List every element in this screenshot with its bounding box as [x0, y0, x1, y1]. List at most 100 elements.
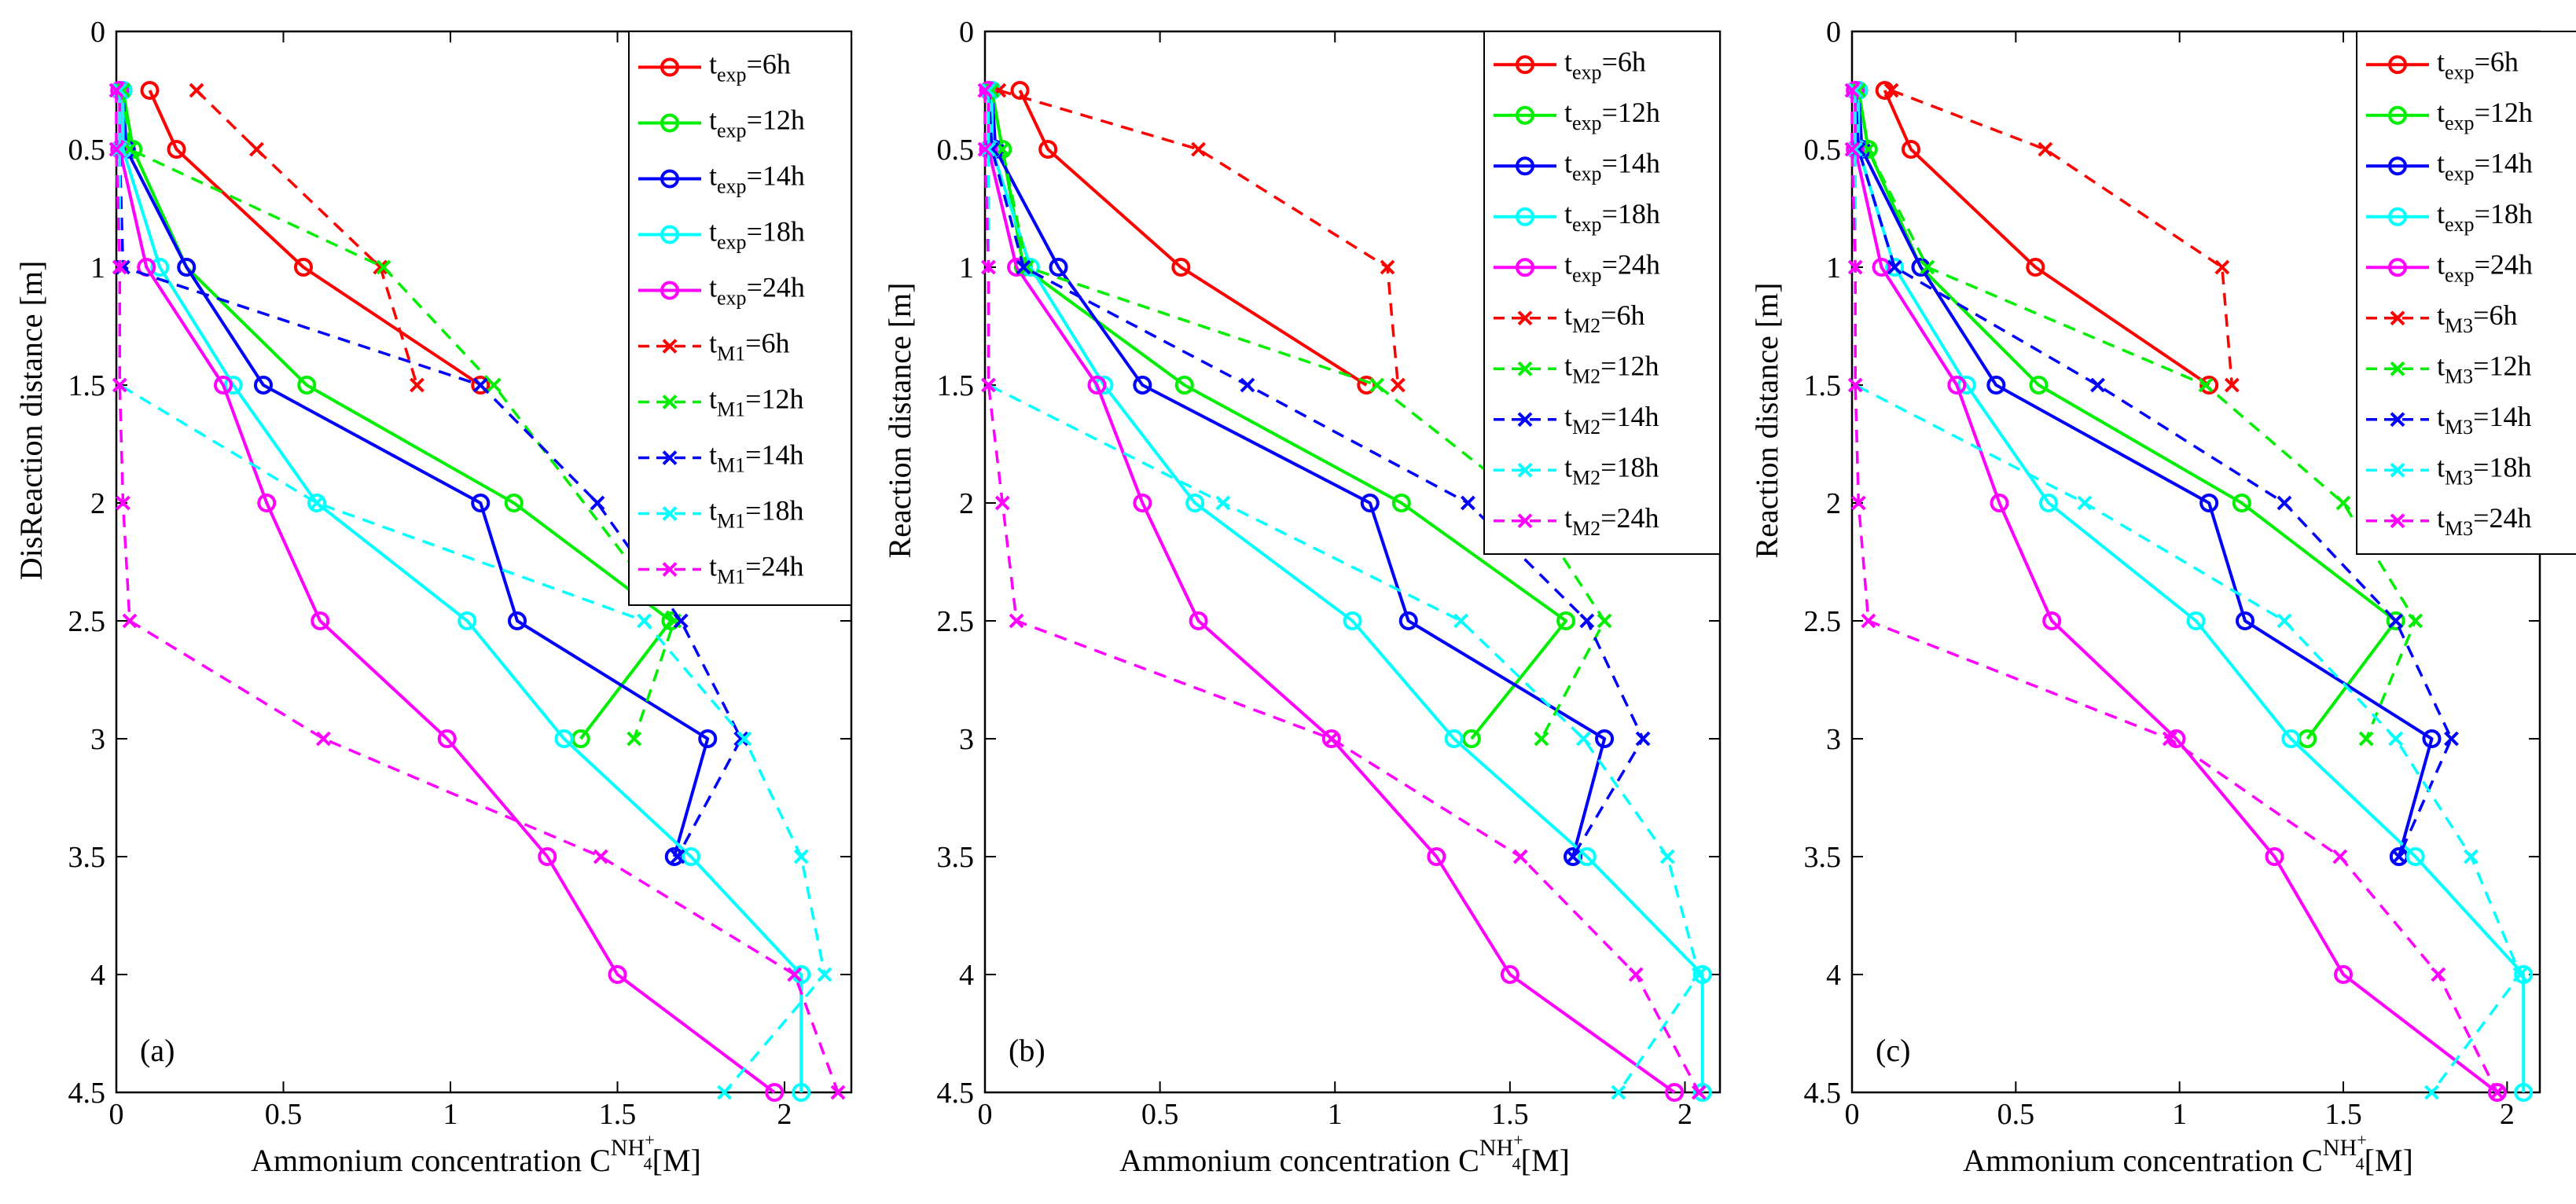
legend-item: tM3=24h [2366, 502, 2531, 540]
data-point [1038, 140, 1058, 159]
plot-area [1850, 30, 2541, 1094]
data-point [1691, 967, 1707, 982]
legend-label-sub: M3 [2445, 365, 2473, 387]
data-point [2199, 376, 2219, 395]
data-point [1920, 259, 1935, 275]
legend-label-sub: exp [2445, 61, 2475, 83]
series-line [1883, 90, 2210, 387]
y-tick-label: 1.5 [1804, 369, 1842, 402]
legend-marker [660, 57, 679, 77]
legend-label-main: t [2437, 97, 2445, 128]
legend-label-sub: exp [1572, 213, 1602, 236]
data-point [1534, 731, 1549, 747]
data-point [2388, 731, 2404, 747]
data-point [214, 376, 233, 395]
data-point [1850, 495, 1866, 511]
data-point [116, 495, 130, 511]
data-point [1872, 258, 1891, 277]
legend-label-sub: M1 [717, 398, 745, 421]
data-point [309, 495, 325, 511]
data-point [981, 259, 996, 275]
y-tick-label: 1 [959, 251, 974, 284]
data-point [112, 377, 127, 393]
y-tick-label: 2 [959, 487, 974, 520]
legend-label: tM3=12h [2437, 350, 2531, 387]
data-point [472, 377, 488, 393]
panel-label: (b) [1009, 1033, 1045, 1068]
series-line [1857, 90, 2434, 857]
y-tick-label: 4.5 [1804, 1077, 1842, 1110]
legend-item: tM1=24h [638, 551, 803, 589]
series-line [1891, 89, 2234, 386]
series-line [121, 90, 710, 857]
legend-label-sub: exp [2445, 162, 2475, 185]
series-line [983, 90, 1700, 1093]
y-tick-label: 0 [1826, 16, 1841, 49]
x-axis-label-text: Ammonium concentration C [1119, 1143, 1479, 1178]
data-point [1579, 613, 1595, 629]
data-point [177, 258, 197, 277]
data-point [1240, 377, 1255, 393]
legend-label: texp=18h [709, 216, 805, 254]
legend-item: texp=6h [1494, 46, 1646, 83]
legend-item: texp=12h [638, 105, 805, 142]
data-point [1215, 495, 1231, 511]
y-tick-label: 1.5 [937, 369, 975, 402]
legend-label: tM2=6h [1564, 299, 1644, 337]
legend-label-tail: =12h [2475, 97, 2533, 128]
legend-label-tail: =14h [1602, 147, 1660, 178]
legend-label-sub: M1 [717, 454, 745, 477]
legend-label-sub: M2 [1572, 466, 1600, 489]
data-point [2029, 376, 2049, 395]
series-line [148, 90, 482, 387]
data-point [670, 849, 685, 864]
data-point [590, 495, 605, 511]
legend-label-tail: =14h [2475, 147, 2533, 178]
data-point [2186, 611, 2206, 630]
data-point [698, 729, 718, 748]
data-point [297, 376, 317, 395]
data-point [112, 259, 127, 275]
data-point [316, 731, 331, 747]
data-point [1564, 847, 1582, 866]
data-point [1427, 847, 1446, 866]
legend-item: tM3=18h [2366, 451, 2531, 489]
x-axis-label-charge: + [645, 1130, 654, 1150]
x-tick-label: 1.5 [2324, 1098, 2362, 1131]
legend-item: tM2=12h [1494, 350, 1659, 387]
series-t_exp=6h [1875, 81, 2219, 395]
data-point [1957, 376, 1976, 395]
x-tick-label: 1 [1328, 1098, 1343, 1131]
data-point [1174, 376, 1194, 395]
legend-marker [660, 225, 679, 244]
data-point [1595, 729, 1615, 748]
data-point [1380, 259, 1395, 275]
legend-item: texp=24h [1494, 248, 1660, 286]
series-line [115, 90, 840, 1093]
legend-label-main: t [709, 551, 717, 582]
legend-label-tail: =18h [1600, 451, 1659, 483]
data-point [2490, 1085, 2505, 1100]
data-point [1321, 729, 1341, 748]
legend-label: tM2=18h [1564, 451, 1659, 489]
legend-item: tM2=24h [1494, 502, 1659, 540]
data-point [1887, 259, 1902, 275]
data-point [977, 83, 993, 98]
x-tick-label: 2 [1678, 1098, 1692, 1131]
legend-label: tM2=12h [1564, 350, 1659, 387]
legend-label-tail: =18h [2475, 198, 2533, 229]
y-tick-label: 1 [90, 251, 105, 284]
data-point [508, 611, 527, 630]
legend-label: tM3=18h [2437, 451, 2531, 489]
x-tick-label: 2 [777, 1098, 792, 1131]
data-point [2214, 259, 2230, 275]
data-point [981, 377, 996, 393]
data-point [1635, 731, 1651, 747]
data-point [2386, 611, 2405, 630]
legend-label-tail: =18h [2473, 451, 2531, 483]
legend-label-tail: =12h [745, 384, 803, 415]
legend-label-sub: M2 [1572, 416, 1600, 439]
data-point [2514, 965, 2534, 984]
series-line [1854, 90, 2522, 1094]
legend-label-tail: =14h [747, 160, 805, 192]
